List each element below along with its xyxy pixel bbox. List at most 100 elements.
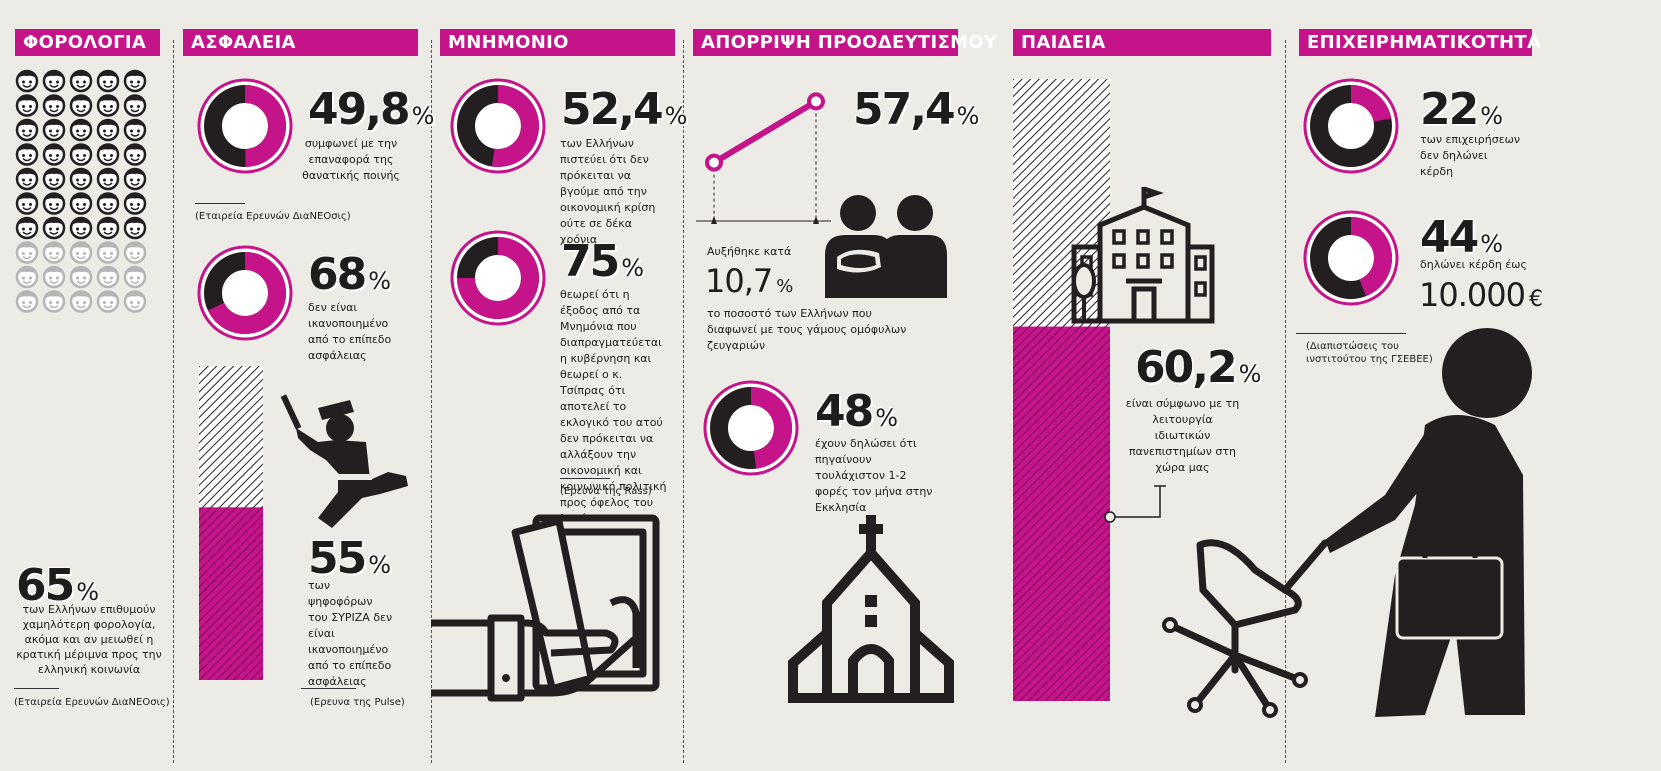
source-line bbox=[301, 688, 356, 689]
face-icon bbox=[42, 241, 66, 264]
header-forologia: ΦΟΡΟΛΟΓΙΑ bbox=[15, 29, 160, 56]
asfaleia-a-text: συμφωνεί με την επαναφορά της θανατικής … bbox=[302, 137, 400, 182]
donut-mnimonio-b bbox=[450, 230, 546, 326]
bar-value bbox=[1013, 326, 1110, 701]
epix-a-value: 22% bbox=[1420, 84, 1504, 135]
header-epixeirimatikotita: ΕΠΙΧΕΙΡΗΜΑΤΙΚΟΤΗΤΑ bbox=[1299, 29, 1541, 56]
face-icon bbox=[96, 265, 120, 289]
donut-asfaleia-b bbox=[197, 245, 293, 341]
donut-aporripsi-b bbox=[703, 380, 799, 476]
face-icon bbox=[123, 167, 147, 191]
face-icon bbox=[123, 241, 147, 264]
face-icon bbox=[15, 192, 39, 215]
column-separator bbox=[173, 40, 174, 763]
donut-asfaleia-a bbox=[197, 78, 293, 174]
face-icon bbox=[15, 290, 39, 313]
couple-icon bbox=[825, 195, 947, 298]
face-icon bbox=[123, 290, 147, 313]
face-icon bbox=[96, 94, 120, 117]
face-icon bbox=[69, 265, 93, 289]
asfaleia-c-source: (Ερευνα της Pulse) bbox=[310, 697, 405, 708]
source-line bbox=[14, 688, 59, 689]
paideia-text: είναι σύμφωνο με τη λειτουργία ιδιωτικών… bbox=[1125, 397, 1240, 474]
paideia-value: 60,2% bbox=[1135, 342, 1262, 393]
donut-mnimonio-a bbox=[450, 78, 546, 174]
mnimonio-b-value: 75% bbox=[561, 236, 645, 287]
epix-a-text: των επιχειρήσεων δεν δηλώνει κέρδη bbox=[1420, 133, 1521, 178]
column-separator bbox=[683, 40, 684, 763]
face-icon bbox=[69, 241, 93, 264]
face-icon bbox=[123, 69, 147, 93]
face-icon bbox=[42, 290, 66, 313]
aporripsi-a-text: το ποσοστό των Ελλήνων που διαφωνεί με τ… bbox=[707, 307, 907, 352]
donut-slice-value bbox=[244, 85, 286, 167]
face-icon bbox=[42, 69, 66, 93]
businessman-icon bbox=[1162, 328, 1532, 718]
line-tick bbox=[711, 216, 717, 224]
asfaleia-b-value: 68% bbox=[308, 249, 392, 300]
donut-epix-b bbox=[1303, 210, 1399, 306]
epix-b-value: 44% bbox=[1420, 212, 1504, 263]
face-icon bbox=[96, 290, 120, 313]
line-tick bbox=[813, 216, 819, 224]
bar-paideia bbox=[1013, 79, 1110, 701]
forologia-value: 65% bbox=[16, 560, 100, 611]
face-icon bbox=[42, 143, 66, 166]
line-point bbox=[705, 153, 723, 172]
asfaleia-a-source: (Εταιρεία Ερευνών ΔιαΝΕΟσις) bbox=[195, 211, 351, 222]
face-icon bbox=[15, 143, 39, 166]
asfaleia-c-value: 55% bbox=[308, 533, 392, 584]
face-icon bbox=[96, 216, 120, 240]
epix-b-amount: 10.000 € bbox=[1419, 276, 1543, 314]
face-icon bbox=[123, 118, 147, 142]
face-icon bbox=[42, 192, 66, 215]
face-icon bbox=[15, 118, 39, 142]
mnimonio-a-text: των Ελλήνων πιστεύει ότι δεν πρόκειται ν… bbox=[560, 137, 656, 246]
source-line bbox=[560, 478, 610, 479]
column-separator bbox=[431, 40, 432, 763]
face-icon bbox=[42, 94, 66, 117]
source-line bbox=[195, 203, 245, 204]
forologia-source: (Εταιρεία Ερευνών ΔιαΝΕΟσις) bbox=[14, 697, 170, 708]
asfaleia-c-text: των ψηφοφόρων του ΣΥΡΙΖΑ δεν είναι ικανο… bbox=[308, 579, 393, 688]
face-icon bbox=[15, 69, 39, 93]
face-icon bbox=[96, 118, 120, 142]
face-icon bbox=[69, 118, 93, 142]
donut-slice-value bbox=[750, 387, 792, 469]
donut-slice-value bbox=[491, 85, 539, 167]
face-icon bbox=[15, 241, 39, 264]
source-line bbox=[1296, 333, 1406, 334]
header-asfaleia: ΑΣΦΑΛΕΙΑ bbox=[183, 29, 418, 56]
face-icon bbox=[96, 167, 120, 191]
aporripsi-a-value: 57,4% bbox=[853, 84, 980, 135]
line-point bbox=[807, 92, 825, 111]
aporripsi-increase-value: 10,7% bbox=[705, 262, 793, 300]
church-icon bbox=[788, 515, 954, 703]
face-icon bbox=[42, 118, 66, 142]
school-icon bbox=[1071, 186, 1215, 324]
bar-asfaleia bbox=[199, 366, 263, 680]
face-icon bbox=[96, 69, 120, 93]
face-icon bbox=[123, 143, 147, 166]
donut-slice-value bbox=[1350, 85, 1392, 123]
donut-slice-value bbox=[207, 252, 286, 334]
donut-epix-a bbox=[1303, 78, 1399, 174]
policeman-icon bbox=[280, 394, 408, 528]
face-icon bbox=[15, 167, 39, 191]
face-icon bbox=[69, 290, 93, 313]
face-icon bbox=[123, 192, 147, 215]
line-series bbox=[712, 98, 818, 166]
bar-value bbox=[199, 507, 263, 680]
face-icon bbox=[42, 216, 66, 240]
face-icon bbox=[69, 143, 93, 166]
face-icon bbox=[69, 167, 93, 191]
line-chart-aporripsi bbox=[696, 92, 831, 224]
epix-source: (Διαπιστώσεις του ινστιτούτου της ΓΣΕΒΕΕ… bbox=[1306, 341, 1433, 365]
face-icon bbox=[123, 265, 147, 289]
asfaleia-a-value: 49,8% bbox=[308, 84, 435, 135]
faces-pictogram bbox=[15, 69, 147, 313]
mnimonio-b-text: θεωρεί ότι η έξοδος από τα Μνημόνια που … bbox=[560, 288, 667, 525]
face-icon bbox=[123, 94, 147, 117]
epix-b-text: δηλώνει κέρδη έως bbox=[1420, 258, 1527, 271]
aporripsi-b-text: έχουν δηλώσει ότι πηγαίνουν τουλάχιστον … bbox=[815, 437, 933, 514]
